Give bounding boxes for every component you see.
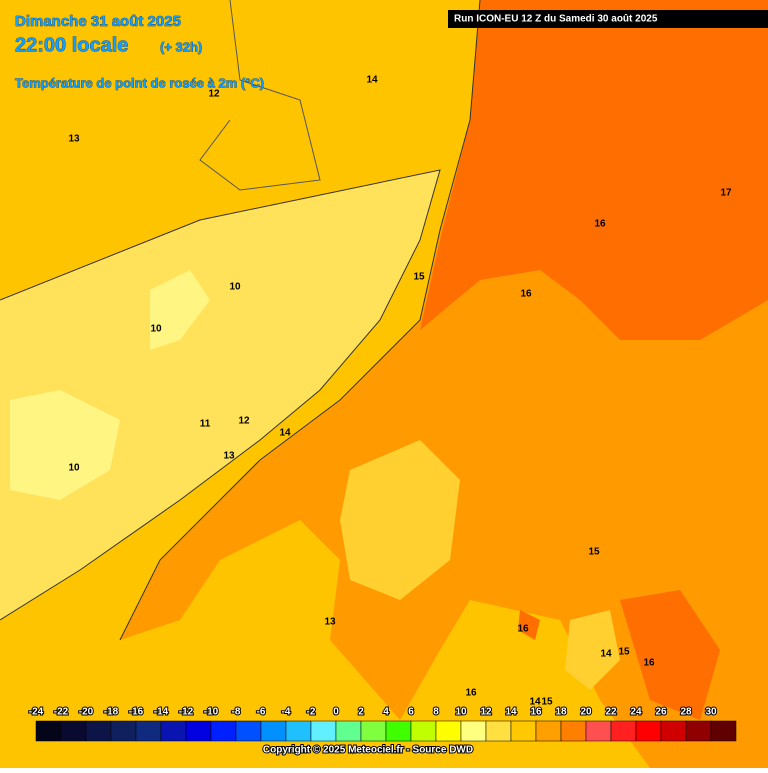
colorbar-swatch xyxy=(485,720,512,742)
colorbar-label: 26 xyxy=(655,707,667,718)
colorbar-label: -20 xyxy=(79,707,94,718)
contour-label: 15 xyxy=(618,647,630,658)
colorbar-swatch xyxy=(385,720,412,742)
colorbar-label: -6 xyxy=(257,707,266,718)
colorbar-swatch xyxy=(610,720,637,742)
time: 22:00 locale xyxy=(15,34,128,56)
colorbar-swatch xyxy=(660,720,687,742)
colorbar-label: 24 xyxy=(630,707,642,718)
colorbar-swatch xyxy=(560,720,587,742)
colorbar-label: 18 xyxy=(555,707,567,718)
colorbar-swatch xyxy=(110,720,137,742)
contour-label: 10 xyxy=(150,324,162,335)
colorbar-swatch xyxy=(635,720,662,742)
colorbar: -24 -22 -20 -18 -16 -14 -12 -10 -8 -6 -4 -2 0 2 4 6 8 10 1… xyxy=(28,706,737,742)
date: Dimanche 31 août 2025 xyxy=(15,13,181,30)
colorbar-swatch xyxy=(460,720,487,742)
colorbar-label: -24 xyxy=(29,707,44,718)
colorbar-label: -14 xyxy=(154,707,169,718)
contour-label: 16 xyxy=(643,658,655,669)
colorbar-label: 30 xyxy=(705,707,717,718)
colorbar-swatch xyxy=(135,720,162,742)
colorbar-label: 4 xyxy=(383,707,389,718)
colorbar-label: 0 xyxy=(333,707,339,718)
colorbar-swatch xyxy=(710,720,737,742)
contour-label: 16 xyxy=(465,688,477,699)
colorbar-label: 16 xyxy=(530,707,542,718)
colorbar-swatch xyxy=(585,720,612,742)
colorbar-swatch xyxy=(310,720,337,742)
colorbar-swatch xyxy=(210,720,237,742)
contour-label: 16 xyxy=(520,289,532,300)
colorbar-swatch xyxy=(335,720,362,742)
colorbar-label: -22 xyxy=(54,707,69,718)
contour-label: 17 xyxy=(720,188,732,199)
contour-label: 13 xyxy=(324,617,336,628)
colorbar-label: 10 xyxy=(455,707,467,718)
colorbar-label: -8 xyxy=(232,707,241,718)
copyright: Copyright © 2025 Meteociel.fr - Source D… xyxy=(263,745,473,756)
contour-label: 15 xyxy=(541,697,553,708)
colorbar-label: 14 xyxy=(505,707,517,718)
colorbar-swatch xyxy=(360,720,387,742)
contour-label: 13 xyxy=(68,134,80,145)
colorbar-label: -12 xyxy=(179,707,194,718)
colorbar-label: 8 xyxy=(433,707,439,718)
contour-label: 11 xyxy=(200,419,211,430)
contour-label: 14 xyxy=(366,75,378,86)
colorbar-swatch xyxy=(160,720,187,742)
colorbar-swatch xyxy=(60,720,87,742)
contour-label: 12 xyxy=(208,89,220,100)
colorbar-label: -10 xyxy=(204,707,219,718)
colorbar-label: 20 xyxy=(580,707,592,718)
colorbar-swatch xyxy=(185,720,212,742)
contour-label: 10 xyxy=(68,463,80,474)
colorbar-swatch xyxy=(435,720,462,742)
colorbar-swatch xyxy=(535,720,562,742)
contour-label: 15 xyxy=(588,547,600,558)
colorbar-label: -4 xyxy=(282,707,291,718)
contour-label: 14 xyxy=(529,697,541,708)
contour-label: 16 xyxy=(517,624,529,635)
colorbar-label: 22 xyxy=(605,707,617,718)
contour-label: 14 xyxy=(279,428,291,439)
colorbar-label: 28 xyxy=(680,707,692,718)
contour-label: 14 xyxy=(600,649,612,660)
contour-label: 13 xyxy=(223,451,235,462)
contour-label: 12 xyxy=(238,416,250,427)
variable: Température de point de rosée à 2m (°C) xyxy=(15,75,264,90)
colorbar-swatch xyxy=(235,720,262,742)
colorbar-label: -2 xyxy=(307,707,316,718)
contour-label: 16 xyxy=(594,219,606,230)
contour-label: 15 xyxy=(413,272,425,283)
colorbar-swatch xyxy=(260,720,287,742)
contour-label: 10 xyxy=(229,282,241,293)
colorbar-swatch xyxy=(85,720,112,742)
header-bar xyxy=(448,10,768,28)
colorbar-label: 12 xyxy=(480,707,492,718)
colorbar-label: -16 xyxy=(129,707,144,718)
colorbar-swatch xyxy=(35,720,62,742)
colorbar-swatch xyxy=(685,720,712,742)
lead-time: (+ 32h) xyxy=(160,39,202,54)
colorbar-swatch xyxy=(510,720,537,742)
colorbar-label: 6 xyxy=(408,707,414,718)
run-info: Run ICON-EU 12 Z du Samedi 30 août 2025 xyxy=(454,14,658,25)
colorbar-label: -18 xyxy=(104,707,119,718)
colorbar-swatch xyxy=(285,720,312,742)
colorbar-swatch xyxy=(410,720,437,742)
colorbar-label: 2 xyxy=(358,707,364,718)
